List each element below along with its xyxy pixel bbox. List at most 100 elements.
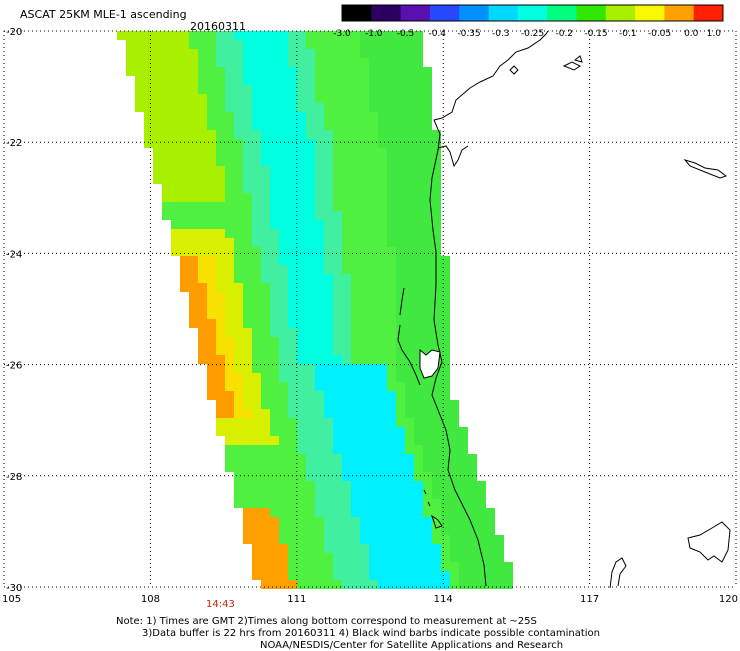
swath-cell — [351, 400, 360, 409]
swath-cell — [171, 157, 180, 166]
swath-cell — [342, 94, 351, 103]
swath-cell — [405, 382, 414, 391]
swath-cell — [378, 184, 387, 193]
swath-cell — [243, 202, 252, 211]
swath-cell — [333, 130, 342, 139]
swath-cell — [126, 40, 135, 49]
swath-cell — [405, 337, 414, 346]
swath-cell — [270, 346, 279, 355]
swath-cell — [351, 265, 360, 274]
swath-cell — [396, 391, 405, 400]
swath-cell — [414, 67, 423, 76]
swath-cell — [414, 283, 423, 292]
swath-cell — [243, 472, 252, 481]
swath-cell — [135, 85, 144, 94]
swath-cell — [297, 436, 306, 445]
swath-cell — [396, 184, 405, 193]
swath-cell — [324, 202, 333, 211]
swath-cell — [270, 427, 279, 436]
mainland-north-coast — [433, 30, 549, 121]
swath-cell — [351, 301, 360, 310]
lat-tick-label: -22 — [6, 138, 22, 149]
swath-cell — [405, 229, 414, 238]
swath-cell — [396, 121, 405, 130]
swath-cell — [189, 67, 198, 76]
swath-cell — [189, 184, 198, 193]
swath-cell — [225, 265, 234, 274]
colorbar-label: -0.4 — [428, 29, 446, 39]
swath-cell — [162, 184, 171, 193]
swath-cell — [243, 211, 252, 220]
swath-cell — [450, 508, 459, 517]
swath-cell — [441, 373, 450, 382]
swath-cell — [342, 130, 351, 139]
colorbar-swatch — [664, 5, 695, 21]
swath-cell — [270, 202, 279, 211]
swath-cell — [423, 256, 432, 265]
swath-cell — [198, 319, 207, 328]
swath-cell — [351, 166, 360, 175]
swath-cell — [360, 427, 369, 436]
swath-cell — [252, 292, 261, 301]
swath-cell — [405, 310, 414, 319]
swath-cell — [360, 481, 369, 490]
swath-cell — [333, 184, 342, 193]
swath-cell — [117, 31, 126, 40]
swath-cell — [468, 454, 477, 463]
swath-cell — [351, 40, 360, 49]
swath-cell — [252, 508, 261, 517]
swath-cell — [207, 166, 216, 175]
island-1 — [509, 65, 519, 75]
swath-cell — [216, 85, 225, 94]
swath-cell — [234, 67, 243, 76]
swath-cell — [360, 301, 369, 310]
swath-cell — [162, 40, 171, 49]
swath-cell — [333, 193, 342, 202]
swath-cell — [324, 499, 333, 508]
swath-cell — [315, 490, 324, 499]
swath-cell — [198, 256, 207, 265]
swath-cell — [459, 553, 468, 562]
swath-cell — [180, 229, 189, 238]
swath-cell — [153, 85, 162, 94]
swath-cell — [360, 418, 369, 427]
swath-cell — [405, 544, 414, 553]
colorbar — [341, 4, 724, 22]
swath-cell — [396, 445, 405, 454]
swath-cell — [180, 193, 189, 202]
swath-cell — [288, 409, 297, 418]
swath-cell — [342, 139, 351, 148]
swath-cell — [306, 481, 315, 490]
swath-cell — [450, 418, 459, 427]
swath-cell — [153, 94, 162, 103]
swath-cell — [360, 445, 369, 454]
swath-cell — [423, 67, 432, 76]
swath-cell — [405, 463, 414, 472]
swath-cell — [225, 364, 234, 373]
swath-cell — [270, 76, 279, 85]
colorbar-label: 0.0 — [684, 29, 699, 39]
swath-cell — [333, 202, 342, 211]
swath-cell — [216, 148, 225, 157]
swath-cell — [378, 175, 387, 184]
swath-cell — [297, 337, 306, 346]
swath-cell — [378, 157, 387, 166]
swath-cell — [234, 274, 243, 283]
swath-cell — [423, 490, 432, 499]
swath-cell — [270, 265, 279, 274]
swath-cell — [450, 571, 459, 580]
swath-cell — [162, 130, 171, 139]
swath-cell — [162, 193, 171, 202]
swath-cell — [315, 220, 324, 229]
swath-cell — [342, 193, 351, 202]
swath-cell — [405, 238, 414, 247]
swath-cell — [414, 481, 423, 490]
lat-tick-label: -28 — [6, 472, 22, 483]
swath-cell — [396, 40, 405, 49]
swath-cell — [324, 391, 333, 400]
swath-cell — [432, 337, 441, 346]
swath-cell — [387, 157, 396, 166]
swath-cell — [270, 409, 279, 418]
swath-cell — [252, 409, 261, 418]
swath-cell — [279, 481, 288, 490]
